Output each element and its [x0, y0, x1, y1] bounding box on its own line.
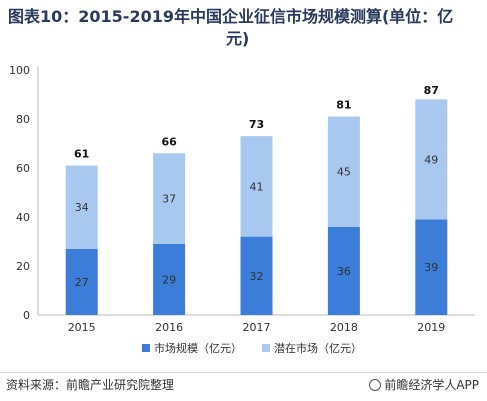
brand-credit: 前瞻经济学人APP	[369, 376, 479, 393]
bar-segment-market	[65, 248, 98, 315]
y-tick-label: 80	[16, 113, 30, 126]
bar-data-label: 36	[337, 265, 351, 278]
chart-title: 图表10：2015-2019年中国企业征信市场规模测算(单位：亿 元)	[8, 6, 478, 50]
brand-name: 前瞻经济学人APP	[384, 378, 479, 392]
bar-total-label: 73	[249, 118, 264, 131]
footer: 资料来源：前瞻产业研究院整理 前瞻经济学人APP	[0, 372, 487, 399]
bar-segment-potential	[327, 116, 360, 227]
bar-segment-market	[240, 236, 273, 315]
bar-segment-market	[153, 243, 186, 315]
x-tick-label: 2017	[243, 321, 271, 334]
y-tick-label: 0	[23, 309, 30, 322]
y-tick-label: 20	[16, 260, 30, 273]
legend-swatch-potential	[262, 344, 270, 352]
bar-data-label: 45	[337, 166, 351, 179]
x-tick-label: 2018	[330, 321, 358, 334]
y-tick-label: 60	[16, 162, 30, 175]
brand-logo-icon	[369, 379, 382, 391]
bar-total-label: 61	[74, 148, 89, 161]
source-note: 资料来源：前瞻产业研究院整理	[6, 378, 175, 392]
bar-segment-potential	[65, 165, 98, 249]
y-tick-label: 40	[16, 211, 30, 224]
bar-segment-potential	[153, 153, 186, 244]
bar-data-label: 39	[424, 261, 438, 274]
bar-segment-market	[415, 219, 448, 315]
bar-total-label: 87	[424, 84, 439, 97]
chart-title-line-2: 元)	[226, 29, 250, 48]
bar-data-label: 32	[250, 270, 264, 283]
x-tick-label: 2019	[417, 321, 445, 334]
bar-segment-market	[327, 226, 360, 315]
bar-data-label: 34	[75, 201, 89, 214]
stacked-bar-chart: 0 20 40 60 80 100 27 34 61 2015 29 37 66 2016 32 41 73 20…	[9, 64, 475, 355]
bar-total-label: 66	[161, 135, 177, 148]
bar-data-label: 41	[250, 180, 264, 193]
bar-data-label: 49	[424, 153, 438, 166]
x-tick-label: 2015	[68, 321, 96, 334]
bar-data-label: 29	[162, 273, 176, 286]
legend-label-market: 市场规模（亿元）	[154, 341, 242, 355]
bar-data-label: 37	[162, 193, 176, 206]
legend-label-potential: 潜在市场（亿元）	[274, 341, 362, 355]
y-tick-label: 100	[9, 64, 30, 77]
legend-swatch-market	[142, 344, 150, 352]
bar-segment-potential	[415, 99, 448, 220]
chart-title-line-1: 图表10：2015-2019年中国企业征信市场规模测算(单位：亿	[8, 7, 454, 26]
x-tick-label: 2016	[155, 321, 183, 334]
bar-segment-potential	[240, 136, 273, 237]
bar-total-label: 81	[336, 99, 351, 112]
bar-data-label: 27	[75, 276, 89, 289]
